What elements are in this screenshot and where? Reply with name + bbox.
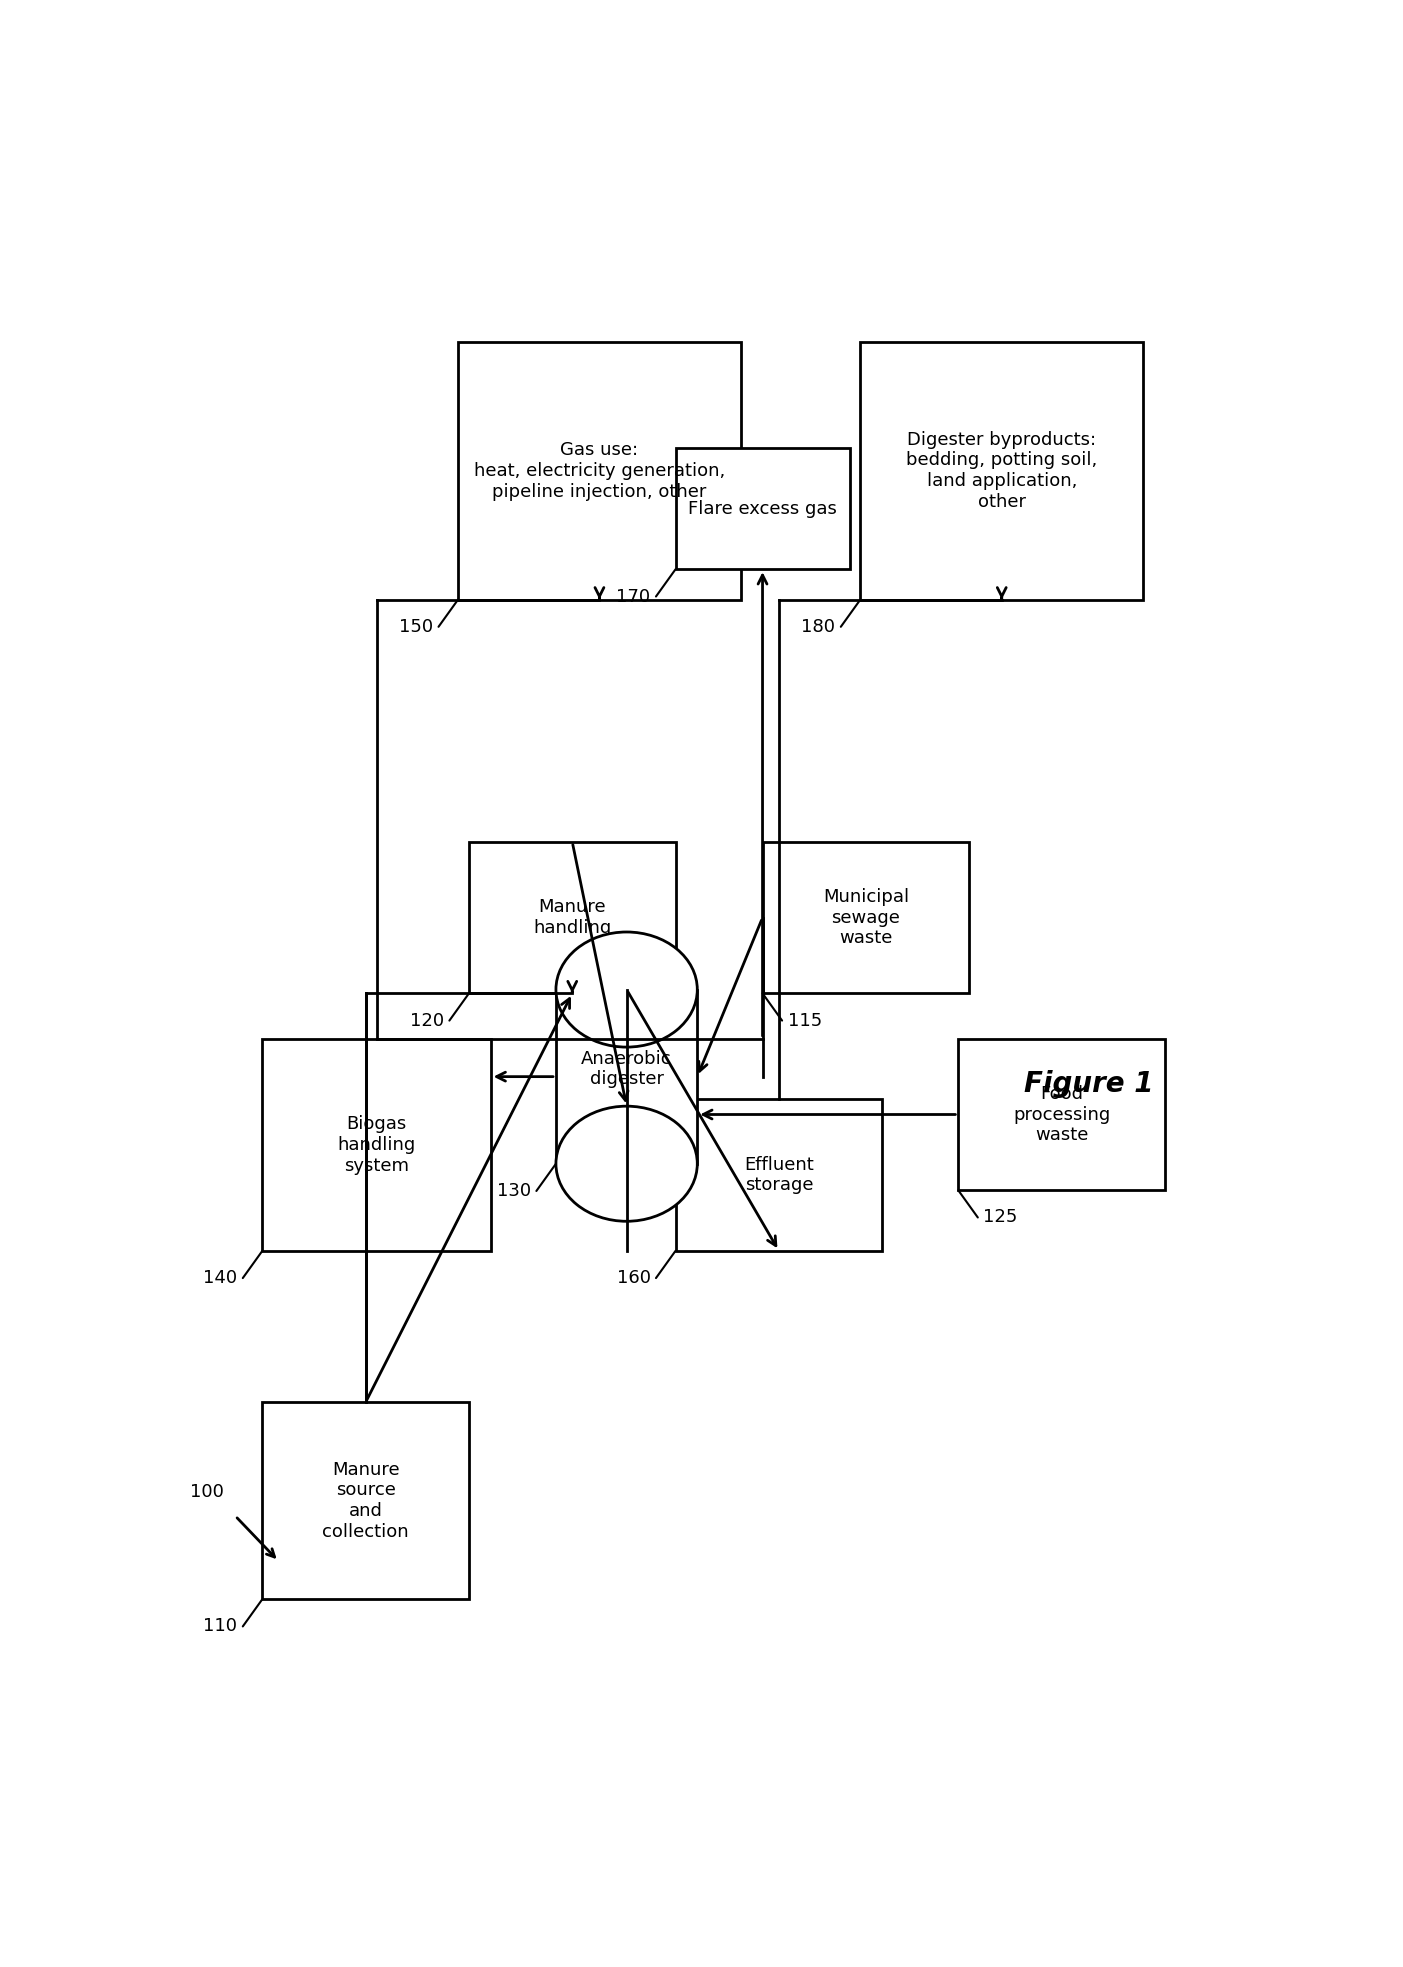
Text: 130: 130 [497, 1182, 530, 1200]
Text: Manure
source
and
collection: Manure source and collection [323, 1461, 408, 1540]
Bar [556, 989, 697, 1164]
Text: 180: 180 [801, 618, 835, 635]
Text: 115: 115 [787, 1011, 822, 1029]
Text: Figure 1: Figure 1 [1024, 1070, 1153, 1098]
Text: 170: 170 [616, 588, 651, 606]
Ellipse shape [556, 932, 697, 1046]
Text: 100: 100 [191, 1483, 224, 1501]
Text: Manure
handling: Manure handling [533, 899, 612, 936]
Bar [676, 448, 850, 568]
Text: Municipal
sewage
waste: Municipal sewage waste [822, 887, 909, 948]
Text: 120: 120 [410, 1011, 443, 1029]
Text: Anaerobic
digester: Anaerobic digester [581, 1050, 672, 1088]
Bar [958, 1039, 1164, 1190]
Text: 150: 150 [398, 618, 434, 635]
Bar [457, 342, 741, 600]
Text: 110: 110 [203, 1617, 237, 1635]
Text: Digester byproducts:
bedding, potting soil,
land application,
other: Digester byproducts: bedding, potting so… [906, 431, 1097, 511]
Text: Biogas
handling
system: Biogas handling system [337, 1115, 415, 1174]
Text: Flare excess gas: Flare excess gas [687, 500, 838, 517]
Text: Food
processing
waste: Food processing waste [1013, 1084, 1110, 1145]
Bar [469, 842, 676, 993]
Text: Effluent
storage: Effluent storage [744, 1157, 814, 1194]
Text: 160: 160 [616, 1269, 651, 1286]
Text: 125: 125 [984, 1208, 1017, 1227]
Bar [763, 842, 969, 993]
Bar [262, 1402, 469, 1599]
Text: Gas use:
heat, electricity generation,
pipeline injection, other: Gas use: heat, electricity generation, p… [474, 441, 725, 500]
Bar [860, 342, 1143, 600]
Ellipse shape [556, 1105, 697, 1222]
Text: 140: 140 [203, 1269, 237, 1286]
Bar [676, 1100, 882, 1251]
Bar [262, 1039, 491, 1251]
